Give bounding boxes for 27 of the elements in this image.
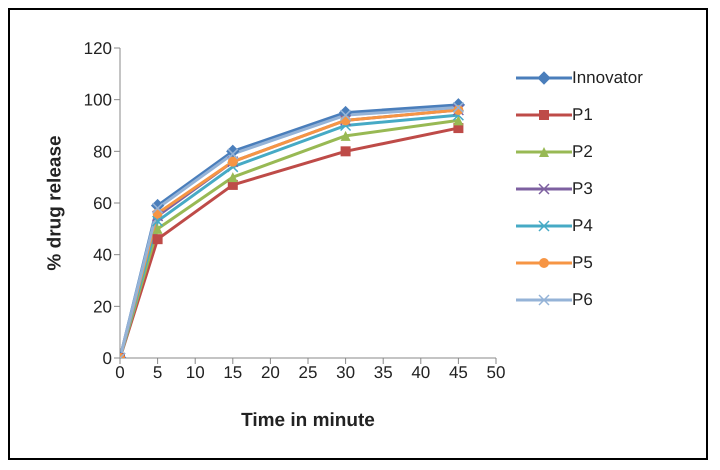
y-tick-label: 100: [84, 90, 112, 110]
x-tick-label: 25: [298, 363, 318, 382]
y-tick-label: 0: [102, 349, 112, 368]
x-tick-label: 40: [411, 363, 430, 382]
legend-label: P3: [572, 179, 593, 199]
x-tick-label: 15: [223, 363, 242, 382]
y-tick-label: 60: [93, 194, 112, 214]
legend-label: P1: [572, 105, 593, 125]
x-axis-title: Time in minute: [241, 410, 375, 431]
legend-label: P6: [572, 290, 593, 310]
x-tick-label: 10: [186, 363, 205, 382]
x-tick-label: 45: [448, 363, 468, 382]
x-tick-label: 5: [152, 363, 162, 382]
legend-label: Innovator: [572, 68, 643, 88]
legend-label: P2: [572, 142, 593, 162]
y-tick-label: 20: [93, 297, 112, 316]
x-tick-label: 0: [115, 363, 125, 382]
legend-label: P5: [572, 253, 593, 273]
y-tick-label: 120: [84, 39, 112, 58]
x-tick-label: 30: [336, 363, 356, 382]
y-tick-label: 80: [93, 142, 112, 162]
y-tick-label: 40: [93, 246, 112, 265]
x-tick-label: 20: [260, 363, 280, 382]
legend-label: P4: [572, 216, 593, 236]
x-tick-label: 35: [374, 363, 393, 382]
y-axis-title: % drug release: [44, 135, 66, 271]
x-tick-label: 50: [486, 363, 506, 382]
